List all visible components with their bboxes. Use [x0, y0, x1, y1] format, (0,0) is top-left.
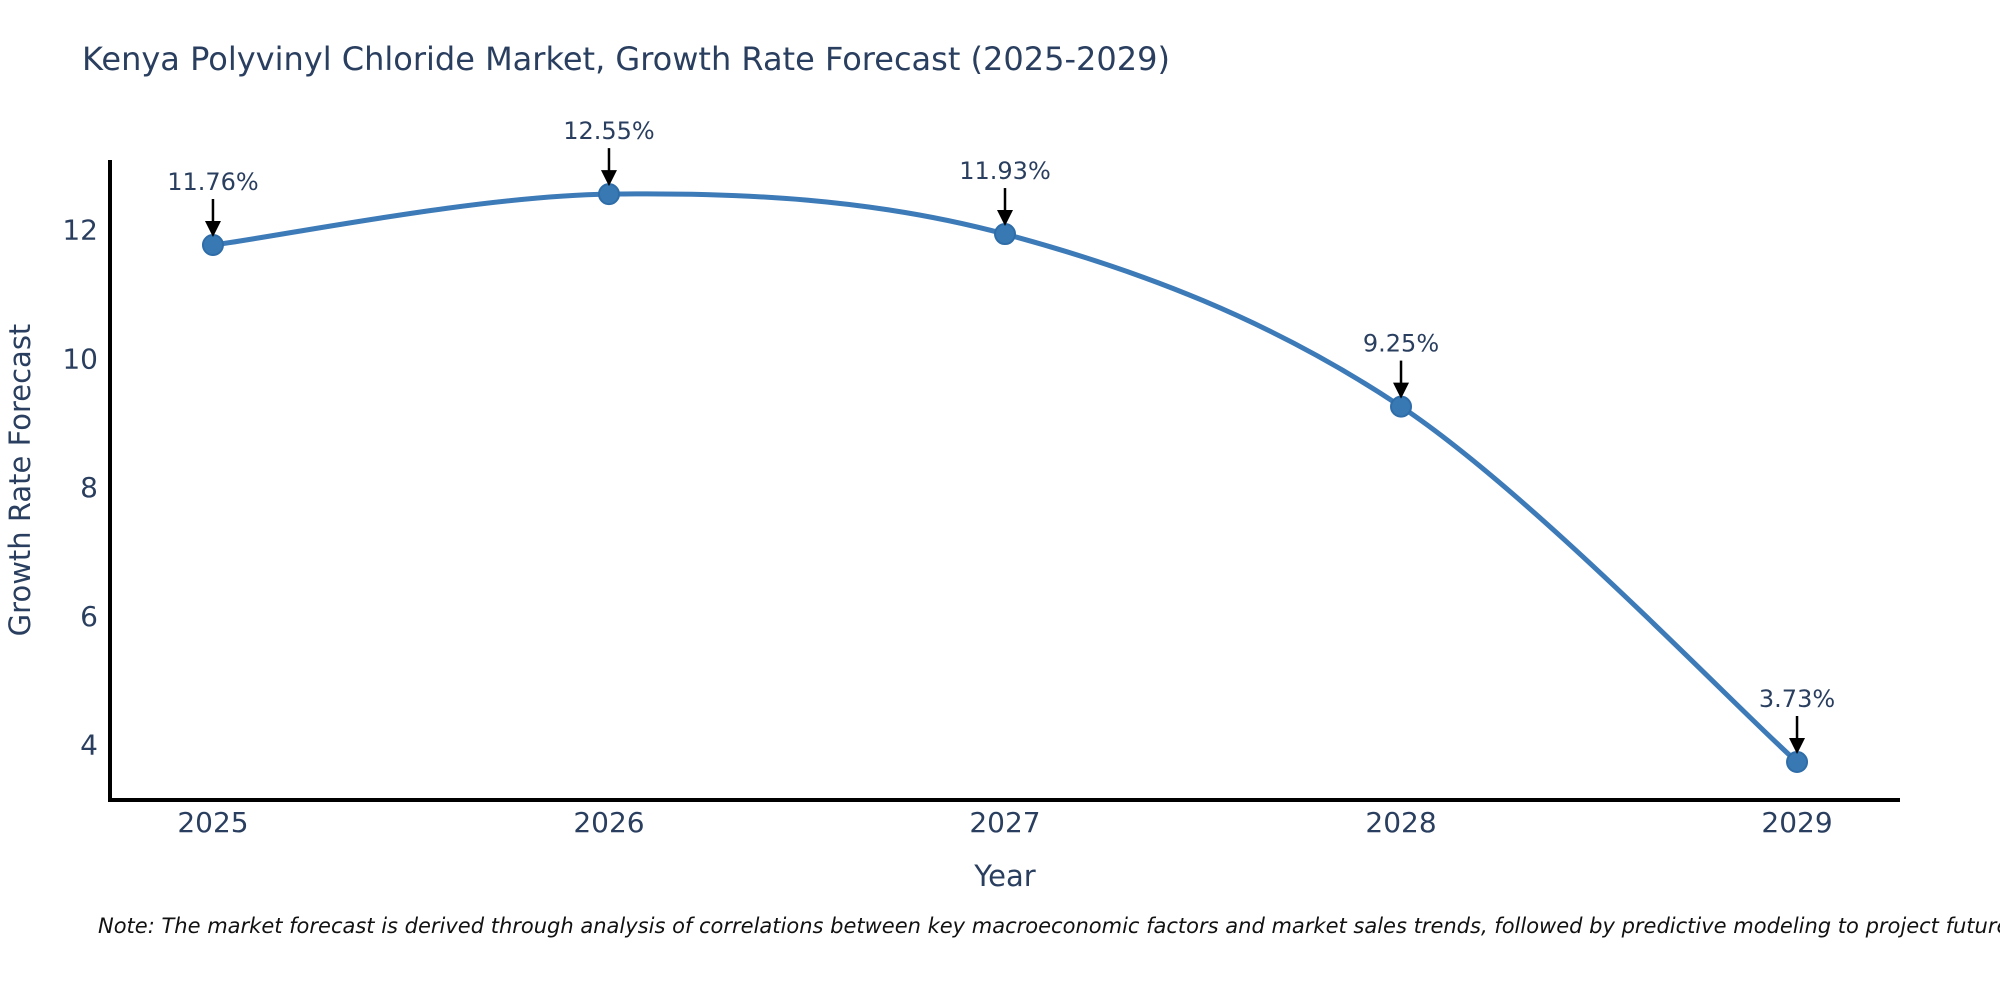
point-label: 11.76%: [167, 168, 259, 196]
data-point-2027: [994, 223, 1016, 246]
y-tick-label: 6: [80, 600, 98, 633]
annotation-arrowhead-icon: [1393, 382, 1410, 399]
data-point-2025: [201, 233, 224, 256]
annotation-arrowhead-icon: [1789, 738, 1806, 755]
x-tick-label: 2026: [573, 806, 644, 839]
data-point-2029: [1786, 751, 1809, 774]
annotation-arrowhead-icon: [600, 170, 617, 187]
x-tick-label: 2025: [177, 806, 248, 839]
trend-line: [210, 191, 1800, 765]
x-tick-label: 2027: [969, 806, 1040, 839]
point-label: 11.93%: [959, 157, 1051, 185]
x-tick-label: 2028: [1365, 806, 1436, 839]
annotation-arrowhead-icon: [997, 210, 1013, 227]
y-tick-label: 12: [62, 214, 98, 247]
footnote: Note: The market forecast is derived thr…: [98, 914, 2000, 938]
annotation-arrowhead-icon: [204, 220, 221, 237]
y-tick-label: 8: [80, 471, 98, 504]
chart-title: Kenya Polyvinyl Chloride Market, Growth …: [82, 40, 1170, 78]
data-point-2026: [597, 183, 620, 206]
y-tick-label: 10: [62, 342, 98, 375]
data-point-2028: [1390, 395, 1413, 418]
point-label: 12.55%: [563, 117, 655, 145]
x-tick-label: 2029: [1761, 806, 1832, 839]
point-label: 9.25%: [1363, 330, 1439, 358]
point-label: 3.73%: [1759, 685, 1835, 713]
y-axis-title: Growth Rate Forecast: [3, 324, 37, 637]
x-axis-title: Year: [973, 859, 1035, 893]
y-tick-label: 4: [80, 729, 98, 762]
